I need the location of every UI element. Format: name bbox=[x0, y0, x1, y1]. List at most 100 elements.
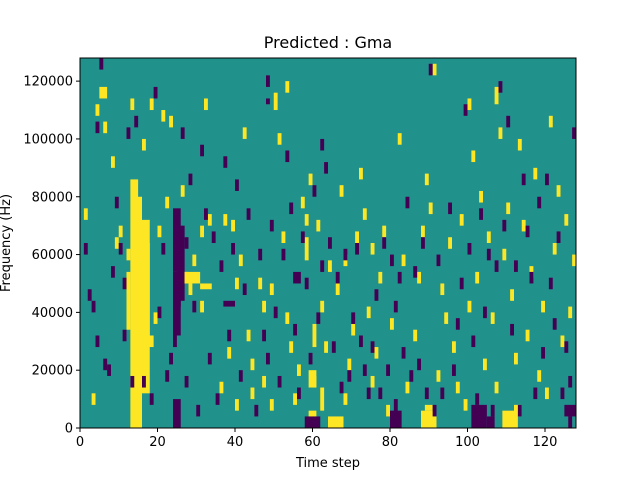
heatmap-cell-low bbox=[192, 300, 197, 313]
heatmap-cell-low bbox=[293, 323, 297, 336]
heatmap-cell-high bbox=[300, 196, 305, 209]
heatmap-cell-low bbox=[83, 243, 88, 255]
heatmap-cell-high bbox=[277, 133, 282, 145]
heatmap-cell-low bbox=[490, 404, 495, 417]
heatmap-cell-low bbox=[498, 81, 503, 93]
heatmap-cell-low bbox=[463, 104, 468, 116]
heatmap-cell-high bbox=[231, 219, 235, 232]
heatmap-cell-high bbox=[471, 150, 476, 163]
heatmap-cell-high bbox=[448, 237, 452, 249]
heatmap-block-high bbox=[145, 335, 154, 348]
heatmap-cell-low bbox=[541, 347, 545, 359]
heatmap-cell-low bbox=[351, 312, 356, 324]
y-tick-label: 80000 bbox=[32, 190, 73, 205]
heatmap-block-low bbox=[173, 399, 181, 428]
heatmap-cell-high bbox=[572, 254, 576, 267]
heatmap-cell-low bbox=[521, 173, 526, 186]
heatmap-cell-high bbox=[541, 300, 545, 313]
heatmap-block-high bbox=[273, 92, 278, 99]
heatmap-cell-high bbox=[130, 98, 135, 111]
heatmap-cell-low bbox=[537, 196, 542, 209]
heatmap-cell-low bbox=[200, 144, 204, 157]
y-tick-label: 120000 bbox=[23, 75, 73, 90]
heatmap-cell-low bbox=[219, 260, 224, 272]
heatmap-cell-high bbox=[390, 318, 394, 330]
heatmap-cell-high bbox=[347, 358, 352, 371]
heatmap-cell-high bbox=[401, 254, 406, 267]
heatmap-cell-high bbox=[479, 190, 483, 203]
heatmap-cell-low bbox=[188, 173, 193, 186]
plot-frame bbox=[79, 57, 577, 429]
heatmap-cell-high bbox=[428, 202, 433, 215]
heatmap-cell-low bbox=[107, 364, 111, 376]
heatmap-cell-low bbox=[572, 127, 576, 139]
heatmap-block-low bbox=[266, 98, 270, 105]
x-tick-label: 20 bbox=[149, 435, 166, 450]
heatmap-block-high bbox=[424, 404, 433, 411]
heatmap-cell-low bbox=[173, 335, 177, 348]
heatmap-cell-low bbox=[308, 352, 313, 365]
heatmap-cell-low bbox=[149, 393, 154, 405]
heatmap-cell-high bbox=[169, 115, 173, 128]
heatmap-cell-low bbox=[304, 277, 309, 290]
heatmap-cell-high bbox=[262, 375, 266, 388]
heatmap-plot-area bbox=[80, 58, 576, 428]
x-axis: 0 20 40 60 80 100 120 bbox=[76, 428, 557, 450]
y-tick-label: 20000 bbox=[32, 364, 73, 379]
heatmap-cell-low bbox=[223, 156, 228, 168]
heatmap-cell-low bbox=[262, 329, 266, 342]
heatmap-cell-high bbox=[328, 260, 332, 272]
heatmap-cell-high bbox=[490, 312, 495, 324]
heatmap-cell-high bbox=[444, 312, 449, 324]
heatmap-cell-high bbox=[207, 214, 212, 226]
y-tick-label: 60000 bbox=[32, 248, 73, 263]
heatmap-cell-low bbox=[204, 208, 208, 220]
heatmap-cell-low bbox=[409, 370, 414, 382]
y-tick-label: 100000 bbox=[23, 132, 73, 147]
heatmap-block-high bbox=[320, 387, 325, 411]
heatmap-cell-low bbox=[157, 306, 162, 319]
heatmap-cell-high bbox=[103, 121, 108, 134]
heatmap-cell-low bbox=[91, 300, 96, 313]
heatmap-cell-low bbox=[494, 260, 499, 272]
heatmap-cell-high bbox=[91, 393, 96, 405]
heatmap-cell-high bbox=[370, 243, 375, 255]
heatmap-cell-high bbox=[153, 312, 158, 324]
heatmap-cell-high bbox=[200, 225, 204, 238]
heatmap-cell-high bbox=[320, 300, 325, 313]
heatmap-cell-low bbox=[242, 283, 247, 296]
heatmap-cell-low bbox=[510, 323, 514, 336]
heatmap-cell-high bbox=[533, 167, 538, 180]
heatmap-cell-low bbox=[405, 196, 410, 209]
heatmap-cell-high bbox=[351, 323, 356, 336]
heatmap-cell-low bbox=[130, 375, 135, 388]
heatmap-cell-high bbox=[432, 63, 437, 76]
heatmap-cell-low bbox=[266, 352, 270, 365]
heatmap-cell-low bbox=[432, 404, 437, 417]
x-tick-label: 80 bbox=[382, 435, 399, 450]
heatmap-cell-low bbox=[568, 375, 573, 388]
heatmap-cell-low bbox=[297, 387, 301, 400]
heatmap-cell-low bbox=[362, 364, 367, 376]
heatmap-cell-low bbox=[393, 300, 398, 313]
y-tick-label: 0 bbox=[65, 422, 73, 437]
heatmap-cell-high bbox=[227, 347, 232, 359]
y-tick-label: 40000 bbox=[32, 306, 73, 321]
heatmap-cell-low bbox=[390, 254, 394, 267]
heatmap-cell-high bbox=[421, 225, 425, 238]
heatmap-cell-low bbox=[122, 277, 127, 290]
heatmap-cell-high bbox=[180, 185, 185, 197]
heatmap-cell-low bbox=[479, 208, 483, 220]
heatmap-block-high bbox=[184, 271, 201, 284]
heatmap-cell-high bbox=[455, 381, 460, 394]
heatmap-block-low bbox=[223, 300, 235, 307]
y-axis-label: Frequency (Hz) bbox=[0, 194, 14, 292]
x-tick-label: 60 bbox=[304, 435, 321, 450]
heatmap-cell-high bbox=[161, 110, 166, 122]
heatmap-cell-low bbox=[355, 243, 359, 255]
heatmap-cell-low bbox=[111, 266, 115, 278]
heatmap-cell-high bbox=[269, 399, 274, 411]
heatmap-cell-high bbox=[510, 289, 514, 301]
heatmap-cell-high bbox=[235, 399, 239, 411]
heatmap-block-low bbox=[564, 404, 576, 417]
